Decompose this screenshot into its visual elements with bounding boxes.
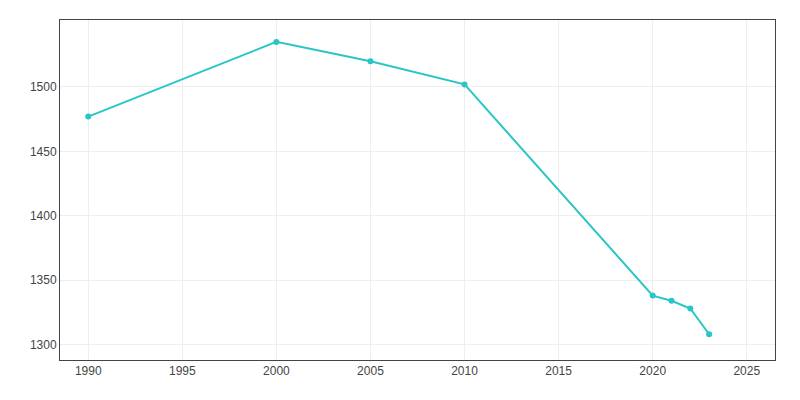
svg-text:1350: 1350: [30, 273, 57, 287]
svg-text:2025: 2025: [733, 364, 760, 378]
svg-text:2005: 2005: [357, 364, 384, 378]
svg-text:2010: 2010: [451, 364, 478, 378]
svg-text:1450: 1450: [30, 145, 57, 159]
svg-text:2015: 2015: [545, 364, 572, 378]
svg-text:1500: 1500: [30, 80, 57, 94]
svg-text:1400: 1400: [30, 209, 57, 223]
svg-text:1995: 1995: [169, 364, 196, 378]
svg-text:2000: 2000: [263, 364, 290, 378]
svg-text:2020: 2020: [639, 364, 666, 378]
svg-text:1990: 1990: [75, 364, 102, 378]
svg-text:1300: 1300: [30, 338, 57, 352]
